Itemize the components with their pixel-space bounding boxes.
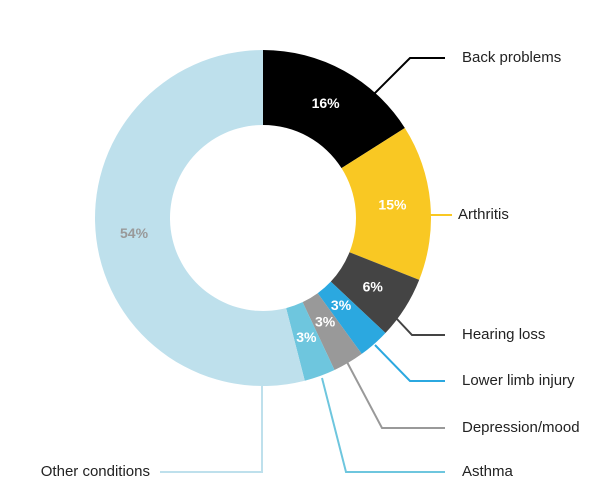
leader-line — [346, 361, 445, 429]
category-label: Hearing loss — [462, 326, 545, 343]
category-label: Lower limb injury — [462, 372, 575, 389]
donut-slice — [330, 252, 420, 334]
value-label: 3% — [331, 297, 352, 313]
value-label: 54% — [120, 225, 149, 241]
category-label: Back problems — [462, 49, 561, 66]
value-label: 3% — [315, 314, 336, 330]
leader-line — [395, 317, 445, 336]
category-label: Other conditions — [41, 463, 150, 480]
value-label: 6% — [363, 278, 384, 294]
value-label: 3% — [296, 329, 317, 345]
category-label: Depression/mood — [462, 419, 580, 436]
leader-line — [160, 386, 263, 473]
leader-line — [321, 377, 445, 473]
category-label: Arthritis — [458, 206, 509, 223]
value-label: 15% — [378, 196, 407, 212]
donut-slice — [317, 281, 386, 354]
donut-slice — [302, 293, 362, 371]
value-label: 16% — [312, 95, 341, 111]
leader-line — [367, 57, 445, 101]
donut-slice — [263, 50, 405, 169]
leader-line — [374, 344, 445, 382]
donut-slice — [95, 50, 305, 386]
category-label: Asthma — [462, 463, 514, 480]
donut-slice — [341, 127, 432, 280]
donut-slice — [286, 302, 335, 381]
